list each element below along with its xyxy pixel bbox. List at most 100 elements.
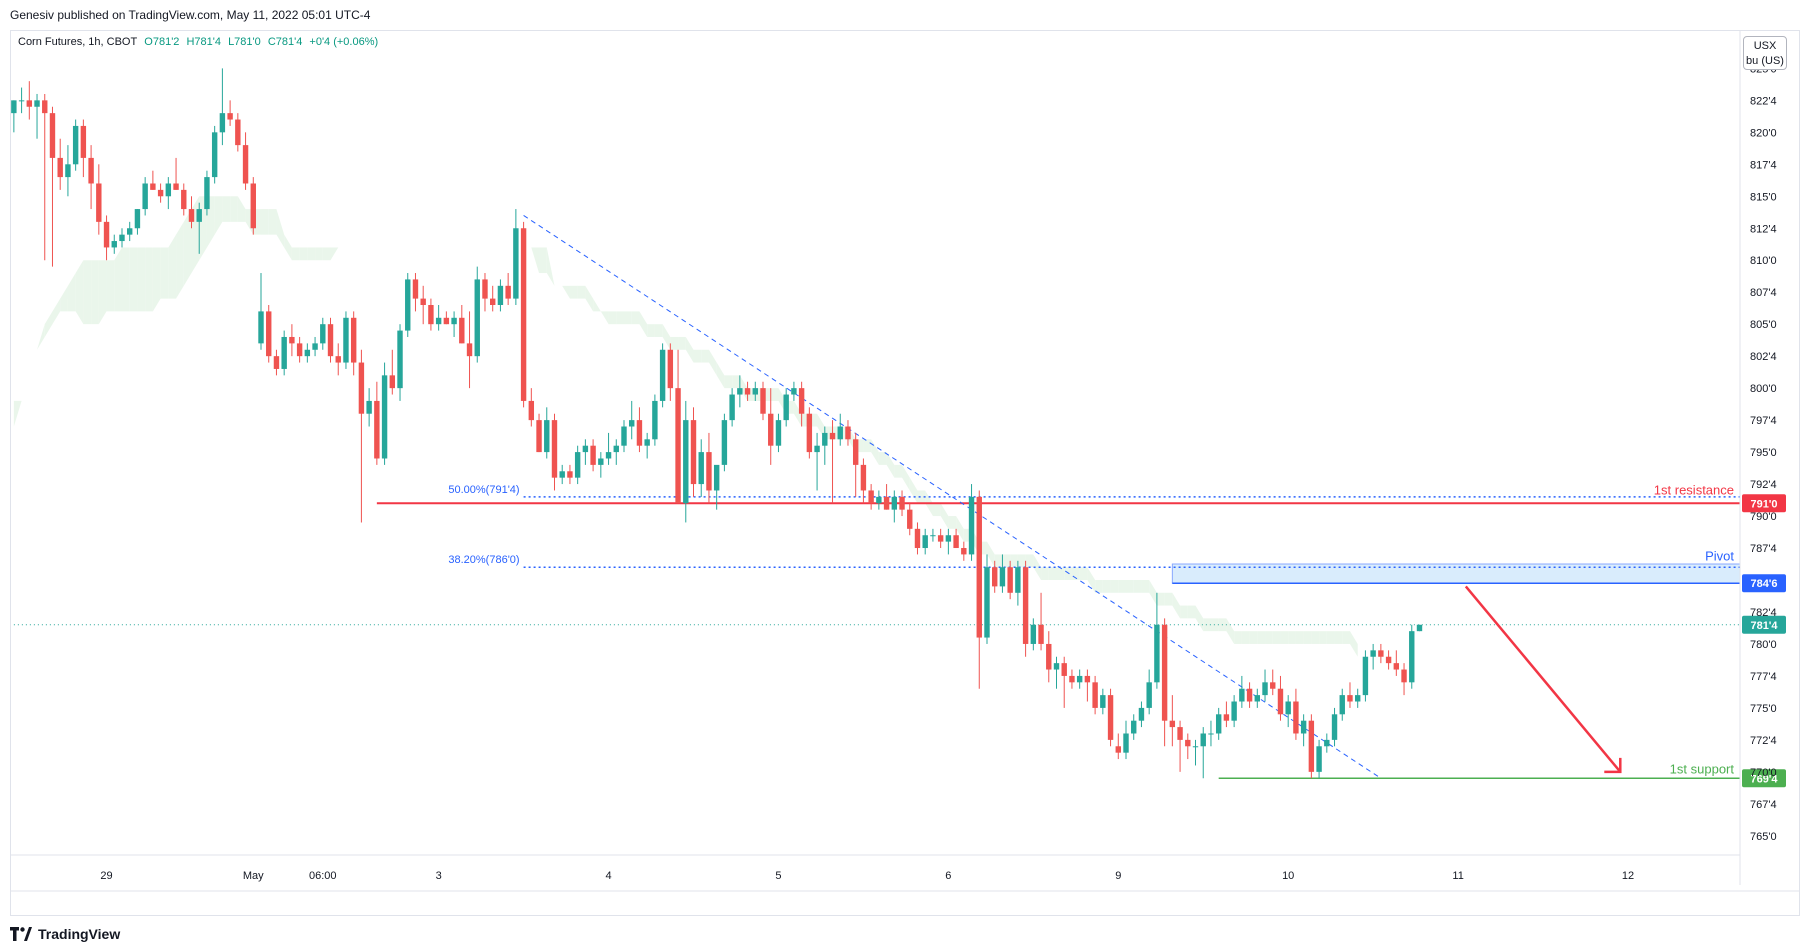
candle-body: [49, 113, 56, 158]
candle-body: [1316, 746, 1322, 772]
y-tick-label: 782'4: [1750, 607, 1777, 619]
ichimoku-cloud-segment: [1095, 580, 1103, 593]
y-tick-label: 772'4: [1750, 735, 1777, 747]
candle-body: [945, 535, 952, 542]
candle-body: [1169, 720, 1176, 728]
ichimoku-cloud-segment: [1195, 605, 1204, 632]
ichimoku-cloud-segment: [106, 260, 115, 312]
ichimoku-cloud-segment: [1056, 567, 1065, 580]
ichimoku-cloud-segment: [678, 336, 686, 350]
ichimoku-cloud-segment: [423, 234, 431, 248]
x-tick-label: 5: [775, 870, 781, 882]
x-tick-label: 3: [436, 870, 442, 882]
candle-body: [1007, 567, 1013, 593]
candle-body: [1215, 714, 1222, 734]
candle-body: [760, 388, 766, 414]
ichimoku-cloud-segment: [222, 196, 231, 222]
candle-body: [366, 400, 372, 414]
candle-body: [1076, 675, 1083, 683]
candle-body: [852, 439, 859, 465]
ichimoku-cloud-segment: [693, 349, 702, 363]
ichimoku-cloud-segment: [608, 311, 617, 325]
candle-body: [26, 100, 33, 107]
candle-body: [211, 132, 218, 178]
ichimoku-cloud-segment: [268, 209, 277, 235]
candle-body: [868, 490, 874, 504]
candle-body: [420, 298, 426, 305]
candle-body: [698, 452, 704, 485]
chart-frame: [10, 30, 1800, 916]
ichimoku-cloud-segment: [871, 439, 879, 465]
publisher-bar: Genesiv published on TradingView.com, Ma…: [0, 0, 1808, 28]
candle-body: [320, 324, 326, 344]
footer-brand[interactable]: TradingView: [10, 926, 120, 942]
ichimoku-cloud-segment: [1280, 631, 1289, 644]
candle-body: [119, 234, 125, 242]
candle-body: [57, 157, 63, 178]
candle-body: [1293, 701, 1299, 734]
candle-body: [1370, 650, 1376, 657]
ichimoku-cloud-segment: [44, 311, 53, 337]
candle-body: [1416, 624, 1423, 632]
candle-body: [598, 458, 604, 465]
ichimoku-cloud-segment: [531, 247, 540, 274]
currency-label: USX: [1753, 40, 1777, 52]
ichimoku-cloud-segment: [129, 247, 138, 312]
ichimoku-cloud-segment: [878, 452, 887, 465]
ichimoku-cloud-segment: [886, 452, 895, 478]
ichimoku-cloud-segment: [1102, 580, 1111, 593]
candle-body: [1231, 701, 1237, 721]
ichimoku-cloud-segment: [191, 196, 200, 274]
candle-body: [683, 420, 689, 504]
y-tick-label: 800'0: [1750, 383, 1777, 395]
ichimoku-cloud-segment: [716, 362, 725, 389]
candle-body: [837, 426, 843, 440]
candle-body: [505, 285, 511, 299]
candle-body: [1246, 688, 1253, 702]
fib-level-label: 38.20%(786'0): [448, 554, 519, 566]
candle-body: [1131, 720, 1137, 734]
candle-body: [1393, 663, 1400, 670]
candle-body: [428, 305, 434, 325]
candle-body: [1192, 746, 1199, 748]
ichimoku-cloud-segment: [214, 196, 223, 235]
ichimoku-cloud-segment: [1149, 580, 1157, 606]
candle-body: [891, 496, 898, 510]
candle-body: [536, 420, 542, 453]
symbol-name: Corn Futures, 1h, CBOT: [18, 36, 138, 48]
candle-body: [165, 183, 172, 197]
candle-body: [791, 388, 797, 395]
ichimoku-cloud-segment: [1017, 554, 1026, 568]
ichimoku-cloud-segment: [137, 247, 146, 312]
y-tick-label: 770'0: [1750, 767, 1777, 779]
candle-body: [544, 420, 550, 453]
candle-body: [281, 336, 287, 369]
ichimoku-cloud-segment: [1064, 567, 1072, 580]
candle-body: [343, 317, 349, 363]
candle-body: [582, 445, 589, 453]
candle-body: [744, 388, 751, 395]
candle-body: [304, 349, 311, 357]
ichimoku-cloud-segment: [1295, 631, 1304, 644]
candle-body: [613, 445, 619, 453]
candle-body: [1331, 714, 1338, 740]
ichimoku-cloud-segment: [29, 349, 38, 376]
candle-body: [80, 125, 87, 158]
y-tick-label: 787'4: [1750, 543, 1777, 555]
ichimoku-cloud-segment: [1041, 567, 1049, 580]
ichimoku-cloud-segment: [616, 311, 624, 325]
y-tick-label: 767'4: [1750, 799, 1777, 811]
y-tick-label: 810'0: [1750, 255, 1777, 267]
candle-body: [1339, 695, 1345, 715]
ichimoku-cloud-segment: [1319, 631, 1327, 644]
ichimoku-cloud-segment: [67, 273, 76, 312]
ichimoku-cloud-segment: [1257, 631, 1266, 644]
ichimoku-cloud-segment: [1079, 567, 1088, 580]
currency-unit-button[interactable]: USX bu (US): [1743, 36, 1787, 70]
x-tick-label: May: [243, 870, 264, 882]
resistance-label: 1st resistance: [1654, 482, 1734, 497]
price-tag: [1742, 769, 1786, 788]
ichimoku-cloud-segment: [91, 260, 99, 325]
candle-body: [219, 113, 226, 133]
